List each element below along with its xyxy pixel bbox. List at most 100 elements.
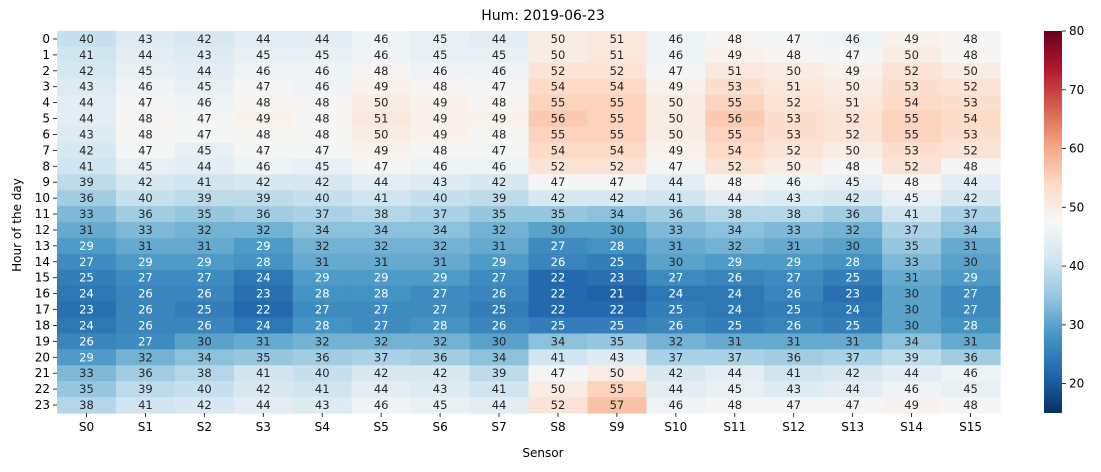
cell-value-label: 48 bbox=[492, 96, 507, 110]
cell-value-label: 52 bbox=[786, 96, 801, 110]
heatmap-cell bbox=[764, 142, 824, 159]
heatmap-cell bbox=[941, 397, 1001, 414]
cell-value-label: 21 bbox=[610, 287, 625, 301]
cell-value-label: 41 bbox=[374, 191, 389, 205]
heatmap-cell bbox=[57, 285, 117, 303]
heatmap-cell bbox=[233, 174, 294, 191]
heatmap-cell bbox=[351, 237, 412, 255]
cell-value-label: 24 bbox=[727, 303, 742, 317]
heatmap-cell bbox=[823, 46, 883, 64]
heatmap-cell bbox=[823, 285, 883, 303]
heatmap-cell bbox=[882, 317, 942, 335]
cell-value-label: 48 bbox=[727, 175, 742, 189]
heatmap-cell bbox=[351, 397, 412, 414]
cell-value-label: 31 bbox=[197, 239, 212, 253]
cell-value-label: 30 bbox=[610, 223, 625, 237]
heatmap-cell bbox=[941, 110, 1001, 128]
cell-value-label: 40 bbox=[79, 32, 94, 46]
cell-value-label: 48 bbox=[904, 175, 919, 189]
cell-value-label: 36 bbox=[786, 350, 801, 364]
cell-value-label: 35 bbox=[256, 350, 271, 364]
heatmap-cell bbox=[764, 222, 824, 239]
cell-value-label: 54 bbox=[727, 143, 742, 157]
heatmap-cell bbox=[292, 158, 353, 175]
cell-value-label: 29 bbox=[433, 271, 448, 285]
cell-value-label: 23 bbox=[845, 287, 860, 301]
heatmap-cell bbox=[646, 206, 706, 223]
x-tick-label: S7 bbox=[491, 420, 506, 434]
heatmap-cell bbox=[646, 94, 706, 112]
cell-value-label: 42 bbox=[138, 175, 153, 189]
cell-value-label: 51 bbox=[374, 112, 389, 126]
cell-value-label: 45 bbox=[492, 48, 507, 62]
cell-value-label: 46 bbox=[315, 80, 330, 94]
heatmap-cell bbox=[233, 62, 294, 80]
heatmap-cell bbox=[705, 285, 765, 303]
y-tick-label: 3 bbox=[42, 80, 50, 94]
cell-value-label: 25 bbox=[551, 318, 566, 332]
cell-value-label: 48 bbox=[492, 127, 507, 141]
heatmap-cell bbox=[351, 126, 412, 144]
cell-value-label: 49 bbox=[433, 96, 448, 110]
cell-value-label: 45 bbox=[433, 48, 448, 62]
cell-value-label: 49 bbox=[492, 112, 507, 126]
cell-value-label: 24 bbox=[256, 271, 271, 285]
cell-value-label: 29 bbox=[138, 255, 153, 269]
heatmap-cell bbox=[528, 174, 589, 191]
cell-value-label: 44 bbox=[256, 398, 271, 412]
heatmap-cell bbox=[57, 142, 117, 159]
cell-value-label: 29 bbox=[963, 271, 978, 285]
heatmap-cell bbox=[292, 301, 353, 319]
cell-value-label: 34 bbox=[904, 334, 919, 348]
heatmap-cell bbox=[410, 206, 471, 223]
cell-value-label: 32 bbox=[845, 223, 860, 237]
heatmap-cell bbox=[941, 269, 1001, 287]
cell-value-label: 24 bbox=[79, 318, 94, 332]
cell-value-label: 55 bbox=[551, 127, 566, 141]
heatmap-cell bbox=[292, 253, 353, 271]
cell-value-label: 31 bbox=[79, 223, 94, 237]
heatmap-cell bbox=[174, 206, 235, 223]
heatmap-cell bbox=[57, 78, 117, 96]
y-tick-label: 23 bbox=[35, 398, 50, 412]
colorbar-tick-label: 60 bbox=[1069, 142, 1084, 156]
cell-value-label: 47 bbox=[256, 143, 271, 157]
cell-value-label: 26 bbox=[551, 255, 566, 269]
cell-value-label: 39 bbox=[79, 175, 94, 189]
x-tick-label: S3 bbox=[256, 420, 271, 434]
cell-value-label: 27 bbox=[786, 271, 801, 285]
cell-value-label: 37 bbox=[727, 350, 742, 364]
cell-value-label: 34 bbox=[610, 207, 625, 221]
heatmap-cell bbox=[174, 237, 235, 255]
cell-value-label: 53 bbox=[904, 80, 919, 94]
heatmap-cell bbox=[941, 158, 1001, 175]
heatmap-cell bbox=[705, 365, 765, 382]
cell-value-label: 45 bbox=[256, 48, 271, 62]
heatmap-cell bbox=[764, 46, 824, 64]
cell-value-label: 34 bbox=[315, 223, 330, 237]
cell-value-label: 55 bbox=[727, 127, 742, 141]
cell-value-label: 49 bbox=[904, 398, 919, 412]
cell-value-label: 26 bbox=[786, 287, 801, 301]
heatmap-cell bbox=[823, 269, 883, 287]
heatmap-cell bbox=[646, 158, 706, 175]
y-tick-label: 9 bbox=[42, 175, 50, 189]
heatmap-cell bbox=[233, 301, 294, 319]
heatmap-cell bbox=[57, 397, 117, 414]
cell-value-label: 25 bbox=[786, 303, 801, 317]
cell-value-label: 31 bbox=[433, 255, 448, 269]
heatmap-cell bbox=[941, 31, 1001, 48]
cell-value-label: 49 bbox=[669, 80, 684, 94]
colorbar-tick-label: 50 bbox=[1069, 200, 1084, 214]
heatmap-cell bbox=[823, 158, 883, 175]
heatmap-cell bbox=[528, 253, 589, 271]
x-tick-label: S14 bbox=[900, 420, 923, 434]
y-tick-label: 13 bbox=[35, 239, 50, 253]
cell-value-label: 54 bbox=[904, 96, 919, 110]
heatmap-cell bbox=[705, 94, 765, 112]
cell-value-label: 46 bbox=[256, 64, 271, 78]
cell-value-label: 47 bbox=[138, 96, 153, 110]
cell-value-label: 47 bbox=[492, 143, 507, 157]
cell-value-label: 34 bbox=[551, 334, 566, 348]
heatmap-cell bbox=[233, 365, 294, 382]
